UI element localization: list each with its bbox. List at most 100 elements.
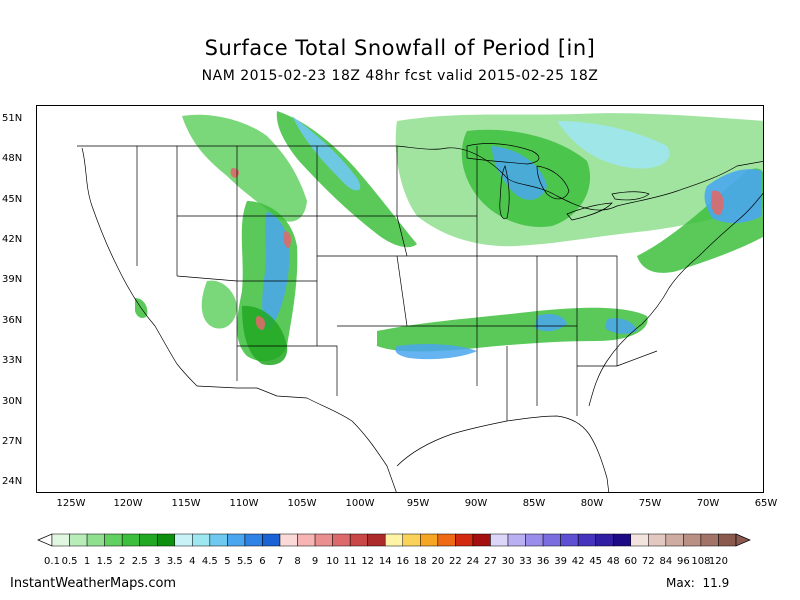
lat-label: 36N xyxy=(2,315,23,326)
colorbar-label: 48 xyxy=(606,556,620,567)
colorbar-label: 2.5 xyxy=(131,556,148,567)
colorbar-label: 16 xyxy=(396,556,410,567)
colorbar-swatch xyxy=(648,533,667,547)
colorbar-swatch xyxy=(156,533,176,547)
colorbar-label: 60 xyxy=(624,556,638,567)
colorbar-swatch xyxy=(437,533,456,547)
colorbar-label: 45 xyxy=(589,556,603,567)
colorbar-label: 1 xyxy=(83,556,91,567)
lon-label: 110W xyxy=(229,498,259,509)
gulf-coast xyxy=(396,415,610,492)
lat-label: 24N xyxy=(2,476,23,487)
colorbar-swatch xyxy=(262,533,281,547)
lon-label: 90W xyxy=(464,498,488,509)
colorbar-swatch xyxy=(683,533,702,547)
colorbar-label: 72 xyxy=(641,556,655,567)
colorbar-label: 36 xyxy=(536,556,550,567)
colorbar-swatch xyxy=(209,533,228,547)
colorbar xyxy=(37,533,751,547)
map-title: Surface Total Snowfall of Period [in] xyxy=(204,36,596,60)
snow-area-colorado-pink xyxy=(283,231,292,248)
colorbar-label: 3.5 xyxy=(166,556,183,567)
map-subtitle: NAM 2015-02-23 18Z 48hr fcst valid 2015-… xyxy=(201,68,599,84)
colorbar-label: 0.1 xyxy=(44,556,60,567)
colorbar-label: 2 xyxy=(118,556,126,567)
colorbar-swatch xyxy=(279,533,298,547)
colorbar-left-arrow xyxy=(37,533,53,547)
colorbar-label: 14 xyxy=(378,556,392,567)
snowfall-shading xyxy=(135,111,763,366)
snow-area-carolina-blue xyxy=(605,318,637,334)
colorbar-right-arrow xyxy=(735,533,751,547)
colorbar-swatch xyxy=(314,533,333,547)
colorbar-label: 27 xyxy=(484,556,497,567)
lat-label: 51N xyxy=(2,113,23,124)
canada-border xyxy=(77,145,763,211)
colorbar-swatch xyxy=(139,533,158,547)
lon-label: 95W xyxy=(406,498,430,509)
lat-label: 27N xyxy=(2,436,23,447)
colorbar-label: 18 xyxy=(413,556,427,567)
colorbar-swatch xyxy=(577,533,596,547)
colorbar-swatch xyxy=(86,533,105,547)
snow-area-ontario-blue xyxy=(557,121,670,169)
colorbar-label: 7 xyxy=(276,556,284,567)
snow-area-colorado-blue xyxy=(262,211,290,331)
lake-michigan xyxy=(499,165,510,220)
colorbar-swatch xyxy=(104,533,123,547)
colorbar-label: 96 xyxy=(677,556,690,567)
lon-label: 70W xyxy=(696,498,720,509)
east-coast xyxy=(588,192,763,407)
colorbar-swatch xyxy=(297,533,316,547)
snow-area-arkansas-blue xyxy=(395,343,477,360)
lon-label: 80W xyxy=(580,498,604,509)
lat-label: 39N xyxy=(2,274,23,285)
colorbar-swatch xyxy=(121,533,140,547)
snow-area-new-mexico xyxy=(242,305,288,366)
colorbar-swatch xyxy=(51,533,70,547)
snowfall-map xyxy=(36,105,764,493)
colorbar-swatch xyxy=(612,533,632,547)
max-number: 11.9 xyxy=(702,576,730,590)
colorbar-swatch xyxy=(367,533,386,547)
lon-label: 85W xyxy=(522,498,546,509)
colorbar-label: 12 xyxy=(361,556,375,567)
colorbar-swatch xyxy=(402,533,421,547)
colorbar-label: 9 xyxy=(311,556,319,567)
colorbar-swatch xyxy=(665,533,684,547)
colorbar-label: 84 xyxy=(659,556,673,567)
snow-area-utah xyxy=(201,280,237,329)
colorbar-label: 30 xyxy=(501,556,515,567)
lat-label: 33N xyxy=(2,355,23,366)
snow-area-montana-blue xyxy=(292,116,361,191)
colorbar-swatch xyxy=(244,533,263,547)
lat-label: 45N xyxy=(2,194,23,205)
colorbar-label: 5.5 xyxy=(236,556,253,567)
state-lines-interior xyxy=(136,146,658,421)
colorbar-swatch xyxy=(718,533,737,547)
max-label: Max: xyxy=(666,576,695,590)
mexico-border xyxy=(196,385,397,492)
colorbar-swatch xyxy=(455,533,474,547)
lon-label: 105W xyxy=(287,498,317,509)
colorbar-swatch xyxy=(349,533,368,547)
snow-area-nm-pink xyxy=(255,316,265,330)
lat-label: 42N xyxy=(2,234,23,245)
colorbar-label: 108 xyxy=(691,556,711,567)
colorbar-swatch xyxy=(507,533,526,547)
snow-area-tennessee-blue xyxy=(535,313,567,332)
colorbar-swatch xyxy=(472,533,491,547)
colorbar-swatch xyxy=(174,533,193,547)
lake-superior xyxy=(466,143,540,165)
lon-label: 75W xyxy=(638,498,662,509)
lat-label: 48N xyxy=(2,153,23,164)
colorbar-swatch xyxy=(700,533,719,547)
colorbar-swatch xyxy=(332,533,351,547)
snow-area-maine-pink xyxy=(711,190,724,216)
snow-area-northern-rockies xyxy=(182,114,307,222)
colorbar-label: 20 xyxy=(431,556,445,567)
map-canvas xyxy=(77,111,763,492)
lat-label: 30N xyxy=(2,396,23,407)
colorbar-label: 120 xyxy=(708,556,728,567)
source-credit: InstantWeatherMaps.com xyxy=(10,576,177,591)
